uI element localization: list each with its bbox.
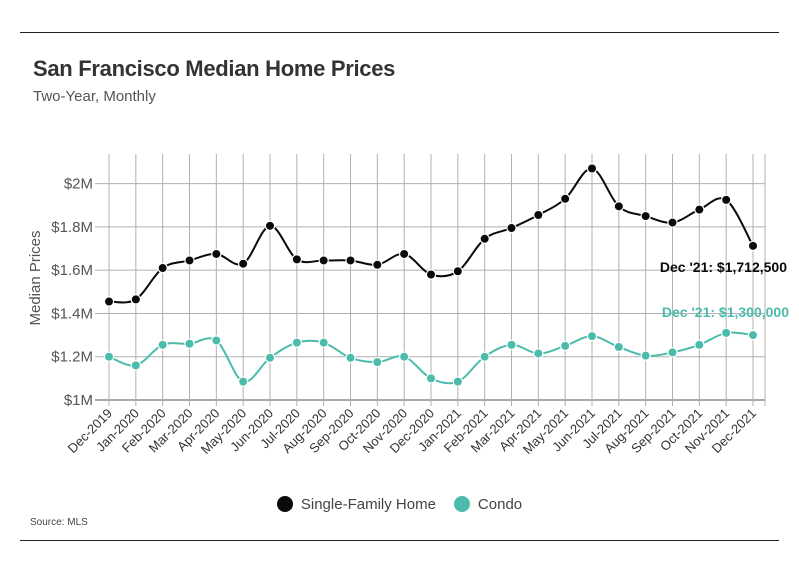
data-point-condo [720, 327, 732, 339]
chart-title: San Francisco Median Home Prices [33, 56, 396, 81]
data-point-single-family [103, 296, 115, 307]
data-point-single-family [372, 259, 383, 270]
legend-item-single-family[interactable]: Single-Family Home [276, 495, 436, 513]
y-tick-label: $1.2M [51, 349, 93, 366]
callout-layer: Dec '21: $1,712,500 Dec '21: $1,300,000 [660, 259, 789, 320]
callout-single-family: Dec '21: $1,712,500 [660, 259, 787, 275]
data-point-condo [237, 376, 249, 387]
legend-label-condo: Condo [477, 495, 523, 513]
data-point-condo [372, 356, 383, 368]
data-point-single-family [613, 201, 625, 212]
data-point-condo [640, 350, 651, 361]
data-point-single-family [237, 258, 249, 269]
data-point-single-family [452, 266, 464, 277]
data-point-condo [103, 351, 115, 362]
legend-item-condo[interactable]: Condo [453, 495, 523, 513]
data-point-single-family [211, 248, 222, 260]
y-tick-label: $1.6M [51, 262, 93, 279]
data-point-single-family [720, 194, 732, 206]
data-point-single-family [640, 210, 651, 222]
data-point-single-family [533, 209, 544, 221]
data-point-condo [318, 337, 329, 348]
chart-grid [95, 154, 766, 406]
data-point-single-family [559, 193, 571, 204]
top-rule [20, 32, 779, 33]
data-point-condo [667, 347, 678, 358]
data-point-single-family [747, 240, 759, 252]
data-point-condo [506, 339, 517, 351]
data-point-single-family [291, 254, 303, 265]
bottom-rule [20, 540, 779, 541]
data-point-condo [184, 338, 195, 349]
data-point-condo [157, 339, 168, 351]
legend-label-single-family: Single-Family Home [300, 495, 436, 513]
data-point-condo [452, 376, 464, 387]
series-layer [103, 163, 759, 387]
data-point-single-family [157, 262, 168, 274]
source-note: Source: MLS [30, 517, 88, 528]
y-axis-label: Median Prices [27, 230, 44, 325]
y-tick-label: $1M [64, 392, 93, 409]
data-point-single-family [130, 294, 142, 305]
y-tick-label: $1.4M [51, 305, 93, 322]
data-point-single-family [506, 222, 517, 234]
data-point-condo [586, 330, 598, 342]
callout-condo: Dec '21: $1,300,000 [662, 304, 789, 320]
data-point-single-family [345, 255, 356, 266]
series-single-family [103, 163, 759, 307]
data-point-condo [130, 360, 142, 371]
data-point-condo [479, 351, 490, 362]
chart-subtitle: Two-Year, Monthly [33, 88, 156, 105]
data-point-condo [211, 335, 222, 346]
data-point-condo [559, 340, 571, 352]
data-point-single-family [398, 248, 410, 260]
data-point-single-family [586, 163, 598, 174]
data-point-condo [694, 339, 705, 351]
y-tick-label: $2M [64, 176, 93, 193]
data-point-condo [398, 351, 410, 362]
x-axis-ticks: Dec-2019Jan-2020Feb-2020Mar-2020Apr-2020… [65, 406, 759, 457]
legend-swatch-single-family [276, 496, 293, 512]
data-point-single-family [264, 220, 276, 232]
data-point-condo [613, 341, 625, 353]
data-point-single-family [479, 233, 490, 245]
data-point-single-family [184, 255, 195, 266]
data-point-condo [264, 352, 276, 364]
data-point-condo [425, 373, 437, 384]
series-condo [103, 327, 759, 387]
data-point-condo [345, 352, 356, 364]
y-axis-ticks: $1M $1.2M $1.4M $1.6M $1.8M $2M [51, 176, 93, 409]
legend: Single-Family Home Condo [0, 493, 799, 515]
data-point-single-family [694, 204, 705, 215]
data-point-single-family [667, 217, 678, 228]
legend-swatch-condo [453, 496, 470, 512]
data-point-condo [747, 329, 759, 341]
data-point-condo [291, 337, 303, 348]
y-tick-label: $1.8M [51, 219, 93, 236]
data-point-single-family [318, 255, 329, 266]
data-point-condo [533, 348, 544, 359]
data-point-single-family [425, 269, 437, 280]
